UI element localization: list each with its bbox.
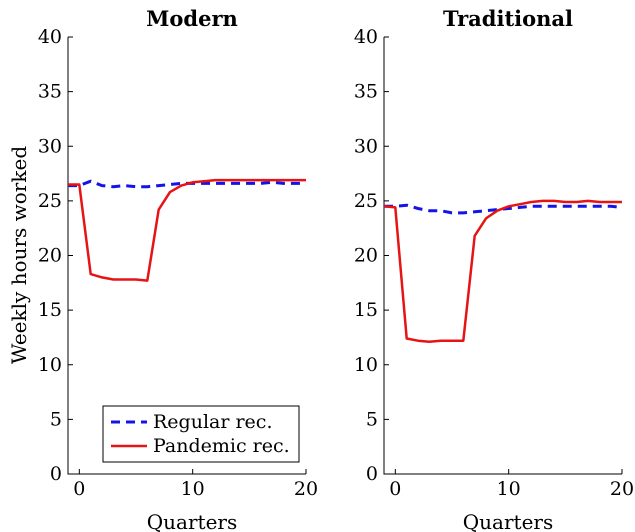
legend-label: Pandemic rec.: [153, 435, 290, 457]
y-tick-label: 20: [354, 245, 378, 267]
y-tick-label: 40: [38, 26, 62, 48]
y-tick-label: 0: [366, 463, 378, 485]
y-tick-label: 25: [354, 190, 378, 212]
panel-title-modern: Modern: [146, 6, 238, 31]
y-tick-label: 10: [38, 354, 62, 376]
x-tick-label: 10: [497, 478, 521, 500]
x-tick-label: 0: [73, 478, 85, 500]
y-tick-label: 5: [366, 408, 378, 430]
y-tick-label: 20: [38, 245, 62, 267]
x-tick-label: 0: [389, 478, 401, 500]
y-tick-label: 35: [38, 81, 62, 103]
y-tick-label: 0: [50, 463, 62, 485]
y-tick-label: 25: [38, 190, 62, 212]
x-tick-label: 20: [610, 478, 634, 500]
legend: Regular rec.Pandemic rec.: [102, 405, 300, 463]
y-tick-label: 15: [38, 299, 62, 321]
panel-title-traditional: Traditional: [443, 6, 573, 31]
x-axis-label-traditional: Quarters: [463, 510, 553, 532]
y-tick-label: 30: [354, 135, 378, 157]
panel-modern: Modern Weekly hours worked Quarters 0 5 10…: [7, 6, 318, 532]
x-axis-label-modern: Quarters: [147, 510, 237, 532]
y-tick-label: 10: [354, 354, 378, 376]
x-tick-label: 20: [294, 478, 318, 500]
panel-traditional: Traditional Quarters 0 5 10 15 20 25 30 35 40 0 10…: [354, 6, 634, 532]
y-tick-label: 35: [354, 81, 378, 103]
y-tick-label: 5: [50, 408, 62, 430]
series-line-pandemic: [68, 178, 306, 282]
y-tick-label: 30: [38, 135, 62, 157]
y-axis-label: Weekly hours worked: [7, 146, 31, 364]
y-tick-label: 15: [354, 299, 378, 321]
legend-label: Regular rec.: [153, 411, 272, 433]
series-line-pandemic: [383, 199, 622, 344]
axes-frame: [383, 37, 622, 475]
legend-box: [102, 405, 300, 463]
y-tick-label: 40: [354, 26, 378, 48]
x-tick-label: 10: [181, 478, 205, 500]
